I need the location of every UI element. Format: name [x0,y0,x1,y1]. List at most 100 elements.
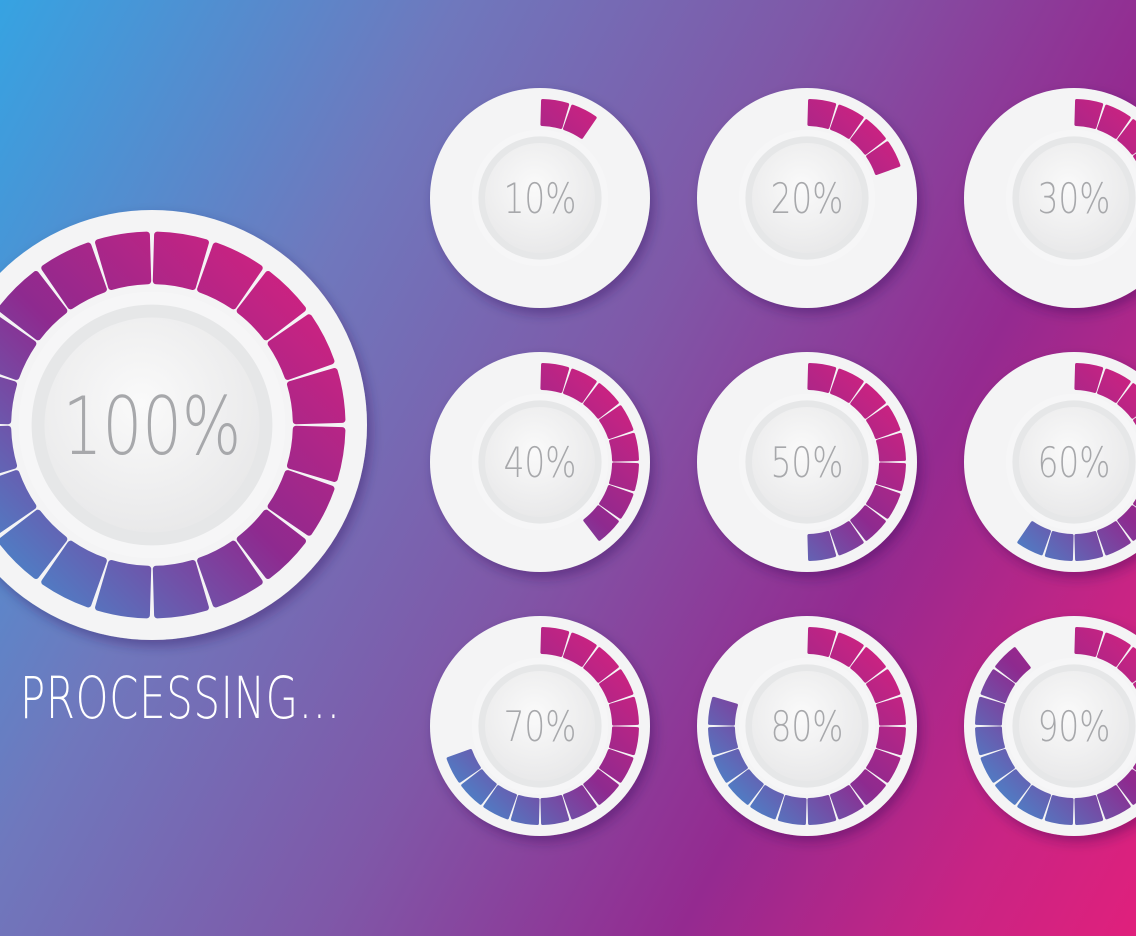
progress-segment [866,669,901,703]
progress-dial-60: 60% [964,352,1136,572]
progress-segment [850,119,886,155]
dial-face [752,407,862,517]
progress-segment [1097,104,1131,139]
progress-segment [510,795,540,825]
dial-face [1019,143,1129,253]
progress-segment [1017,785,1051,820]
progress-segment [563,368,597,403]
progress-segment [1097,632,1131,667]
segments [540,363,639,541]
progress-segment [975,696,1005,726]
segments [807,363,906,561]
segments [807,99,901,175]
progress-segment [830,104,864,139]
progress-segment [286,425,346,482]
progress-segment [599,749,634,783]
progress-segment [563,104,597,139]
percent-label: 50% [771,438,844,487]
progress-dial-80: 80% [697,616,917,836]
progress-dial-10: 10% [430,88,650,308]
progress-segment [830,521,864,556]
progress-segment [713,749,748,783]
progress-segment [876,696,906,726]
progress-segment [975,726,1005,756]
progress-segment [995,647,1031,683]
dial-face [752,671,862,781]
progress-segment [197,540,263,608]
progress-segment [850,769,886,805]
progress-segment [876,726,906,756]
progress-segment [980,749,1015,783]
progress-segment [286,368,346,425]
progress-segment [540,627,570,657]
progress-segment [850,505,886,541]
progress-segment [866,141,901,175]
progress-segment [1117,647,1136,683]
percent-label: 10% [504,174,577,223]
progress-segment [830,632,864,667]
progress-segment [866,405,901,439]
progress-segment [540,795,570,825]
dial-face [44,317,260,533]
progress-segment [807,363,837,393]
progress-segment [95,559,152,619]
progress-segment [540,99,570,129]
percent-label: 20% [771,174,844,223]
progress-segment [1117,769,1136,805]
progress-dial-30: 30% [964,88,1136,308]
progress-dial-40: 40% [430,352,650,572]
progress-segment [995,769,1031,805]
main-progress-dial: 100% [0,210,367,640]
percent-label: 90% [1038,702,1111,751]
progress-segment [563,632,597,667]
progress-segment [609,726,639,756]
progress-segment [1097,785,1131,820]
progress-segment [609,462,639,492]
progress-segment [609,696,639,726]
progress-segment [1074,363,1104,393]
progress-segment [728,769,764,805]
progress-segment [152,559,209,619]
percent-label: 100% [63,379,241,473]
progress-segment [0,509,68,579]
dial-face [485,143,595,253]
progress-segment [267,470,335,536]
progress-segment [1117,383,1136,419]
progress-segment [236,509,306,579]
progress-segment [980,669,1015,703]
progress-segment [540,363,570,393]
progress-segment [876,462,906,492]
segments [446,627,639,825]
progress-segment [583,647,619,683]
progress-segment [0,317,37,380]
dial-face [752,143,862,253]
progress-segment [197,242,263,310]
progress-segment [1097,521,1131,556]
dial-face [485,671,595,781]
progress-segment [461,769,497,805]
progress-segment [599,669,634,703]
progress-segment [830,785,864,820]
percent-label: 80% [771,702,844,751]
progress-segment [483,785,517,820]
progress-segment [1044,531,1074,561]
progress-segment [1117,505,1136,541]
segments [1074,99,1136,162]
progress-dial-20: 20% [697,88,917,308]
progress-segment [563,785,597,820]
dial-face [1019,671,1129,781]
progress-segment [41,540,107,608]
progress-segment [0,425,18,474]
progress-segment [152,231,209,291]
progress-segment [850,383,886,419]
progress-segment [583,769,619,805]
progress-segment [750,785,784,820]
progress-segment [1044,795,1074,825]
progress-segment [866,485,901,519]
percent-label: 70% [504,702,577,751]
progress-segment [1074,795,1104,825]
progress-segment [830,368,864,403]
progress-segment [0,271,68,341]
progress-segment [777,795,807,825]
progress-segment [609,432,639,462]
